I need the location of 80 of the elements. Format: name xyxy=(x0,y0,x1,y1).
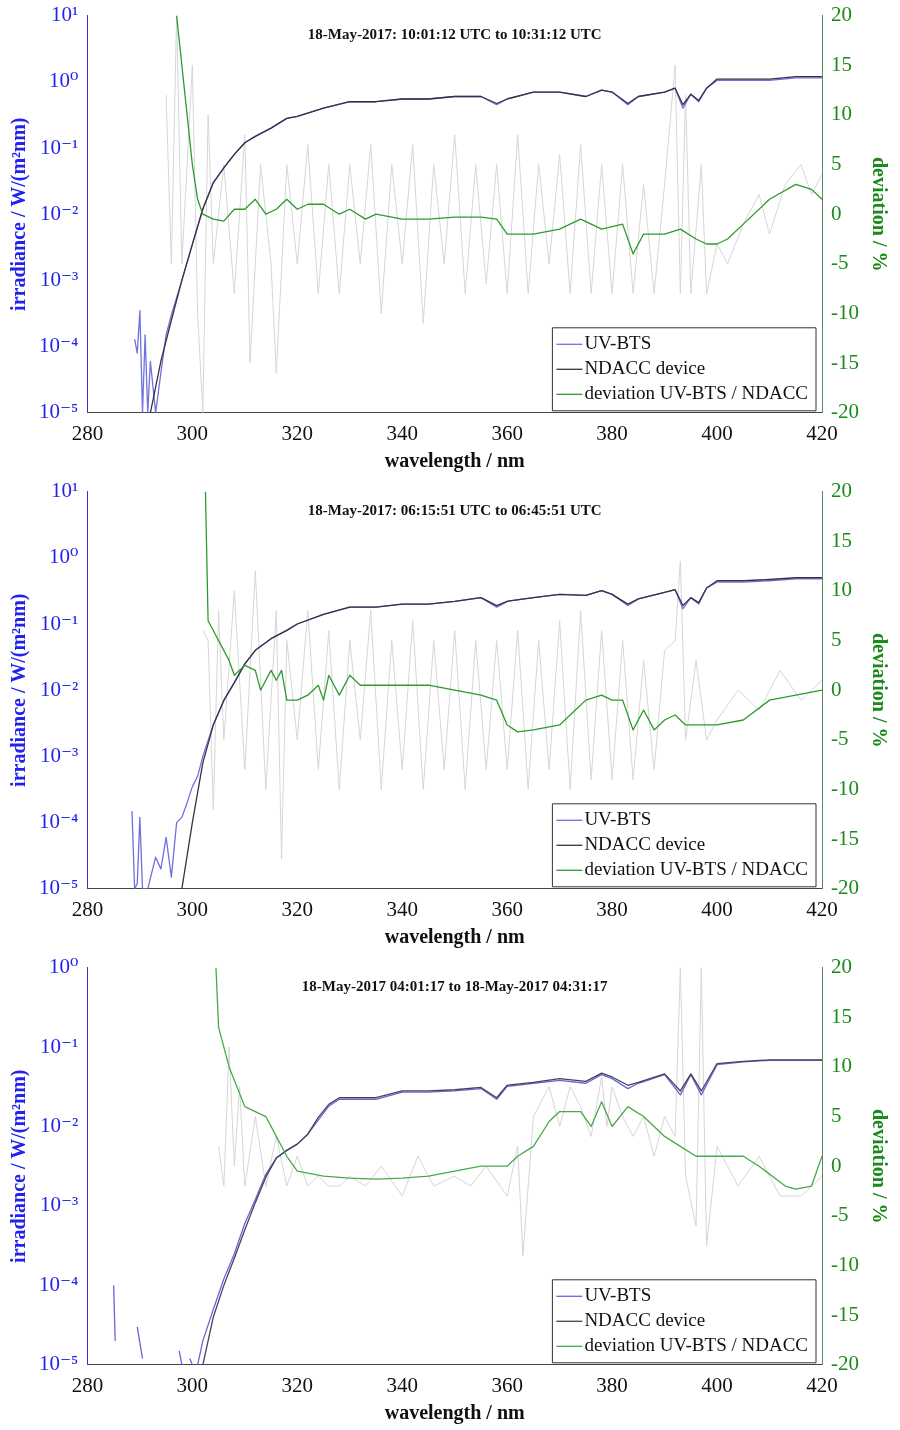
x-tick-label: 300 xyxy=(176,420,209,445)
y2-axis-title: deviation / % xyxy=(868,156,891,272)
y-tick-label: 10¹ xyxy=(51,2,79,27)
y2-tick-label: 20 xyxy=(831,2,853,27)
y-tick-label: 10⁻¹ xyxy=(40,610,79,635)
y-axis-title: irradiance / W/(m²nm) xyxy=(7,593,31,787)
y2-tick-label: 10 xyxy=(831,577,853,602)
y2-tick-label: -15 xyxy=(831,825,860,850)
x-tick-label: 320 xyxy=(281,1372,314,1397)
y2-tick-label: -15 xyxy=(831,1301,860,1326)
legend-label: NDACC device xyxy=(584,833,706,855)
y-tick-label: 10⁻³ xyxy=(40,266,79,291)
x-tick-label: 360 xyxy=(491,1372,523,1397)
y2-tick-label: 15 xyxy=(831,527,853,552)
x-axis-title: wavelength / nm xyxy=(384,1401,526,1425)
y2-axis-title: deviation / % xyxy=(868,1108,891,1224)
y-tick-label: 10⁰ xyxy=(48,954,79,979)
legend-label: UV-BTS xyxy=(584,1284,652,1306)
y-tick-label: 10⁻² xyxy=(40,1113,79,1137)
text: 18-May-2017: 06:15:51 UTC to 06:45:51 UTC xyxy=(307,501,602,518)
y2-tick-label: 5 xyxy=(831,1103,842,1128)
x-tick-label: 300 xyxy=(176,896,209,921)
y-tick-label: 10⁰ xyxy=(48,544,79,569)
y2-tick-label: 10 xyxy=(831,101,853,126)
y2-tick-label: -10 xyxy=(831,776,860,801)
x-tick-label: 320 xyxy=(281,420,314,445)
x-tick-label: 340 xyxy=(386,896,418,921)
y-tick-label: 10⁻¹ xyxy=(40,134,79,159)
y2-tick-label: 15 xyxy=(831,51,853,76)
x-tick-label: 320 xyxy=(281,896,314,921)
y-tick-label: 10⁻⁴ xyxy=(39,333,79,358)
x-axis-title: wavelength / nm xyxy=(384,925,526,949)
y2-tick-label: 20 xyxy=(831,478,853,503)
y2-tick-label: 0 xyxy=(831,676,842,701)
legend-label: NDACC device xyxy=(584,357,706,379)
x-tick-label: 300 xyxy=(176,1372,209,1397)
y2-tick-label: 5 xyxy=(831,151,842,176)
x-axis-title: wavelength / nm xyxy=(384,449,526,473)
y-tick-label: 10⁻² xyxy=(40,200,79,225)
x-tick-label: 380 xyxy=(596,1372,628,1397)
legend-label: deviation UV-BTS / NDACC xyxy=(584,858,809,880)
x-tick-label: 340 xyxy=(386,420,418,445)
x-tick-label: 340 xyxy=(386,1372,418,1397)
y2-tick-label: 5 xyxy=(831,627,842,652)
y2-tick-label: 0 xyxy=(831,1152,842,1177)
y2-tick-label: -10 xyxy=(831,300,860,325)
x-tick-label: 360 xyxy=(491,896,523,921)
legend-label: NDACC device xyxy=(584,1309,706,1331)
y-tick-label: 10⁻² xyxy=(40,676,79,701)
y-tick-label: 10⁻³ xyxy=(40,742,79,767)
text: 18-May-2017 04:01:17 to 18-May-2017 04:31:17 xyxy=(301,977,609,994)
x-tick-label: 380 xyxy=(596,896,628,921)
y2-tick-label: 15 xyxy=(831,1003,853,1028)
y2-tick-label: -10 xyxy=(831,1252,860,1277)
legend-label: UV-BTS xyxy=(584,332,652,354)
y-tick-label: 10⁻³ xyxy=(40,1192,79,1217)
x-tick-label: 400 xyxy=(701,896,733,921)
legend-label: UV-BTS xyxy=(584,808,652,830)
y2-tick-label: -5 xyxy=(831,1202,849,1227)
y-tick-label: 10⁻¹ xyxy=(40,1033,79,1058)
y-tick-label: 10⁻⁴ xyxy=(39,809,79,834)
y2-tick-label: 20 xyxy=(831,954,853,979)
y2-tick-label: -5 xyxy=(831,726,849,751)
y2-tick-label: 10 xyxy=(831,1053,853,1078)
y2-tick-label: -5 xyxy=(831,250,849,275)
x-tick-label: 380 xyxy=(596,420,628,445)
y-tick-label: 10⁰ xyxy=(48,68,79,93)
y-tick-label: 10¹ xyxy=(51,478,79,503)
x-tick-label: 360 xyxy=(491,420,523,445)
y-tick-label: 10⁻⁴ xyxy=(39,1271,79,1296)
y2-tick-label: -15 xyxy=(831,349,860,374)
y-axis-title: irradiance / W/(m²nm) xyxy=(7,117,31,311)
legend-label: deviation UV-BTS / NDACC xyxy=(584,382,809,404)
y-axis-title: irradiance / W/(m²nm) xyxy=(7,1069,31,1263)
legend-label: deviation UV-BTS / NDACC xyxy=(584,1334,809,1356)
x-tick-label: 400 xyxy=(701,1372,733,1397)
y2-tick-label: 0 xyxy=(831,200,842,225)
x-tick-label: 400 xyxy=(701,420,733,445)
y2-axis-title: deviation / % xyxy=(868,632,891,748)
text: 18-May-2017: 10:01:12 UTC to 10:31:12 UTC xyxy=(307,25,602,42)
